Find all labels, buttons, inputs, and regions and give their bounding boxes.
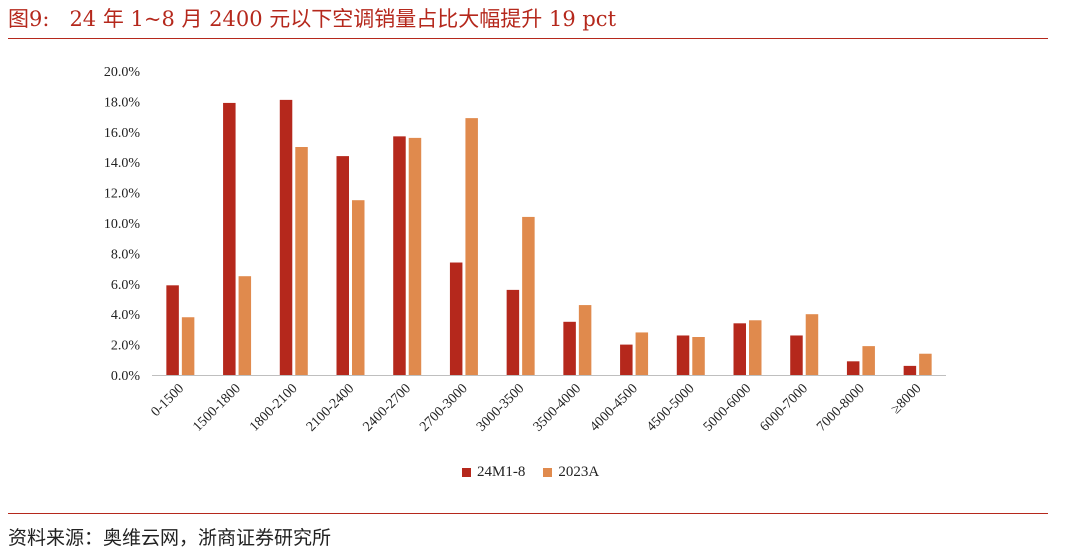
bar-series-2 — [295, 147, 308, 375]
legend-swatch-series-2 — [543, 468, 553, 477]
x-tick-label: 2100-2400 — [304, 381, 358, 435]
y-tick-label: 8.0% — [111, 247, 141, 262]
y-tick-label: 18.0% — [104, 95, 141, 110]
bar-series-2 — [578, 305, 592, 375]
legend-label-series-1: 24M1-8 — [477, 464, 526, 480]
bar-series-1 — [790, 335, 803, 375]
source-note: 资料来源：奥维云网，浙商证券研究所 — [8, 527, 332, 549]
bar-chart: 0.0% 2.0% 4.0% 6.0% 8.0% 10.0% 12.0% 14.0% 16.0%… — [104, 65, 946, 435]
bar-series-2 — [919, 353, 932, 375]
bar-series-2 — [238, 276, 252, 375]
y-tick-label: 14.0% — [104, 156, 141, 171]
x-tick-label: 2700-3000 — [417, 381, 471, 435]
y-tick-label: 6.0% — [111, 278, 141, 293]
bar-series-1 — [903, 365, 917, 375]
bar-series-1 — [846, 361, 860, 375]
y-tick-label: 2.0% — [111, 339, 141, 354]
bar-series-2 — [862, 346, 875, 375]
figure-label: 图9: — [8, 7, 50, 31]
bar-series-2 — [692, 337, 705, 375]
bar-series-2 — [465, 118, 478, 376]
y-tick-label: 16.0% — [104, 126, 141, 141]
legend-label-series-2: 2023A — [558, 464, 600, 480]
bar-series-2 — [352, 200, 365, 375]
x-tick-label: 5000-6000 — [701, 381, 755, 435]
x-tick-label: 4500-5000 — [644, 381, 698, 435]
x-tick-label: 3000-3500 — [474, 381, 528, 435]
legend-item-series-2: 2023A — [543, 464, 599, 481]
bar-series-2 — [522, 216, 535, 375]
title-divider — [8, 38, 1048, 39]
bar-series-1 — [449, 262, 463, 375]
bar-series-1 — [279, 99, 293, 375]
bar-series-1 — [506, 289, 520, 375]
y-tick-label: 20.0% — [104, 65, 141, 80]
bar-series-1 — [676, 335, 690, 375]
bar-series-1 — [336, 156, 349, 375]
chart-legend: 24M1-8 2023A — [462, 464, 617, 481]
bar-series-1 — [223, 102, 236, 376]
bar-series-2 — [408, 137, 422, 375]
x-tick-label: ≥8000 — [889, 381, 925, 417]
x-tick-label: 7000-8000 — [814, 381, 868, 435]
y-tick-label: 10.0% — [104, 217, 141, 232]
x-tick-label: 0-1500 — [149, 381, 188, 420]
x-tick-label: 3500-4000 — [531, 381, 585, 435]
bar-series-1 — [166, 285, 179, 375]
figure-title: 图9: 24 年 1~8 月 2400 元以下空调销量占比大幅提升 19 pct — [8, 4, 616, 34]
bar-series-2 — [181, 317, 195, 375]
bar-series-1 — [620, 344, 633, 375]
y-tick-label: 0.0% — [111, 369, 141, 384]
y-tick-label: 4.0% — [111, 308, 141, 323]
figure-title-text: 24 年 1~8 月 2400 元以下空调销量占比大幅提升 19 pct — [69, 7, 617, 31]
x-tick-label: 2400-2700 — [361, 381, 415, 435]
y-tick-label: 12.0% — [104, 187, 141, 202]
x-tick-label: 1800-2100 — [247, 381, 301, 435]
bar-series-1 — [563, 321, 576, 375]
bar-series-1 — [393, 136, 406, 375]
x-tick-label: 1500-1800 — [190, 381, 244, 435]
legend-swatch-series-1 — [462, 468, 471, 477]
x-tick-label: 4000-4500 — [587, 381, 641, 435]
bar-series-1 — [733, 323, 746, 375]
x-tick-label: 6000-7000 — [758, 381, 812, 435]
footer-divider — [8, 513, 1048, 514]
bar-series-2 — [749, 320, 762, 375]
bar-series-2 — [635, 332, 649, 375]
legend-item-series-1: 24M1-8 — [462, 464, 525, 481]
bar-series-2 — [805, 314, 819, 375]
